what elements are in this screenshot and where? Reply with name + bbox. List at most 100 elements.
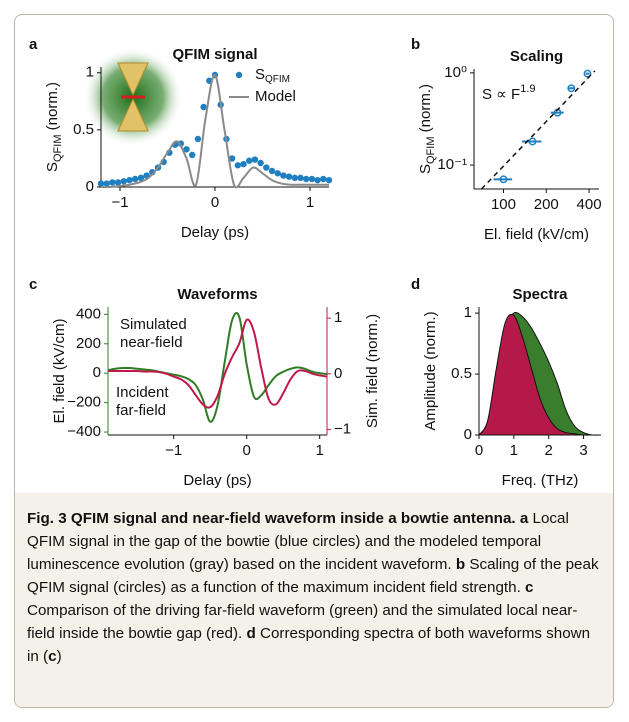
y-tick-label: −400 [67, 423, 101, 440]
data-point [291, 174, 298, 182]
data-point [303, 175, 310, 183]
y-tick-label: 10⁰ [444, 64, 467, 81]
data-point [114, 179, 122, 186]
legend-text: S [255, 66, 265, 83]
y-tick-label: 0 [93, 364, 101, 381]
data-point [97, 180, 105, 187]
data-point [109, 179, 116, 186]
x-tick-label: 1 [306, 194, 314, 211]
y2-tick-label: 0 [334, 365, 342, 382]
annotation: near-field [120, 334, 183, 351]
caption-run: c [48, 648, 57, 665]
y-tick-label: 400 [76, 305, 101, 322]
label-part: S [417, 164, 434, 174]
y-tick-label: 0 [86, 178, 94, 195]
data-point [257, 159, 264, 167]
y2-axis-label: Sim. field (norm.) [364, 314, 381, 428]
x-tick-label: 2 [545, 442, 553, 459]
x-tick-label: 1 [510, 442, 518, 459]
x-tick-label: −1 [111, 194, 128, 211]
y-tick-label: −200 [67, 394, 101, 411]
data-point [280, 172, 287, 179]
caption-run: Comparison of the driving far-field wave… [27, 602, 578, 642]
caption-run: Corresponding spectra of both waveforms … [27, 625, 591, 665]
figure: a QFIM signal Delay (ps) SQFIM (norm.) −1 0 1 0… [14, 14, 614, 708]
y-axis-label: El. field (kV/cm) [51, 318, 68, 423]
data-point [120, 178, 128, 185]
data-point [103, 180, 110, 187]
y-tick-label: 1 [464, 304, 472, 321]
x-tick-label: 100 [491, 196, 516, 213]
y-tick-label: 200 [76, 335, 101, 352]
data-point [246, 157, 253, 164]
data-point [274, 170, 281, 177]
y2-tick-label: 1 [334, 309, 342, 326]
panel-label: a [29, 36, 38, 53]
label-part: (norm.) [417, 84, 434, 137]
data-point [320, 175, 327, 183]
data-point [314, 176, 321, 184]
bowtie-inset [83, 47, 183, 147]
x-tick-label: 200 [534, 196, 559, 213]
data-point [567, 84, 576, 93]
legend-sub: QFIM [265, 74, 290, 85]
annotation: Incident [116, 384, 169, 401]
chart-title: Waveforms [177, 286, 257, 303]
caption-run: a [519, 510, 529, 527]
x-tick-label: 1 [316, 442, 324, 459]
data-line [107, 312, 328, 423]
label-part: 1.9 [520, 83, 535, 95]
legend-label: Model [255, 88, 296, 105]
x-tick-label: 0 [243, 442, 251, 459]
caption-run: d [246, 625, 256, 642]
data-area [478, 313, 601, 436]
x-axis-label: Freq. (THz) [502, 472, 579, 489]
caption: Fig. 3 QFIM signal and near-field wavefo… [15, 493, 613, 707]
panel-label: c [29, 276, 37, 293]
x-tick-label: 0 [475, 442, 483, 459]
panel-label: b [411, 36, 420, 53]
data-point [189, 151, 196, 159]
caption-run: Scaling of the peak QFIM signal (circles… [27, 556, 599, 596]
caption-run: Local QFIM signal in the gap of the bowt… [27, 510, 569, 573]
y-tick-label: 0.5 [451, 365, 472, 382]
label-part: (norm.) [44, 82, 61, 135]
y-tick-label: 0 [464, 426, 472, 443]
fit-line [480, 70, 596, 190]
data-point [234, 162, 241, 169]
caption-run: ) [56, 648, 62, 665]
y-axis-label: Amplitude (norm.) [422, 311, 439, 430]
data-point [228, 155, 236, 162]
caption-run: Fig. 3 QFIM signal and near-field wavefo… [27, 510, 516, 527]
label-part: S [44, 162, 61, 172]
legend-text: Model [255, 88, 296, 105]
y-tick-label: 1 [86, 64, 94, 81]
chart-title: Spectra [512, 286, 568, 303]
data-point [308, 175, 316, 183]
annotation: far-field [116, 402, 166, 419]
chart-title: Scaling [510, 48, 563, 65]
label-part: QFIM [52, 134, 64, 162]
label-part: QFIM [425, 136, 437, 164]
data-point [263, 164, 270, 171]
y-tick-label: 10⁻¹ [437, 156, 467, 173]
data-point [583, 69, 592, 78]
x-axis-label: Delay (ps) [183, 472, 251, 489]
data-point [126, 176, 133, 184]
caption-run: b [455, 556, 466, 573]
annotation: Simulated [120, 316, 187, 333]
data-point [240, 160, 247, 168]
data-line [100, 73, 329, 189]
data-point [200, 103, 207, 111]
data-point [285, 173, 293, 180]
x-tick-label: 400 [577, 196, 602, 213]
x-axis-label: El. field (kV/cm) [484, 226, 589, 243]
data-point [194, 135, 202, 143]
legend-label: SQFIM [255, 66, 290, 85]
data-line [108, 318, 328, 409]
label: S ∝ F1.9 [482, 83, 536, 103]
y2-tick-label: −1 [334, 420, 351, 437]
label: SQFIM (norm.) [44, 82, 64, 172]
data-point [183, 146, 190, 153]
